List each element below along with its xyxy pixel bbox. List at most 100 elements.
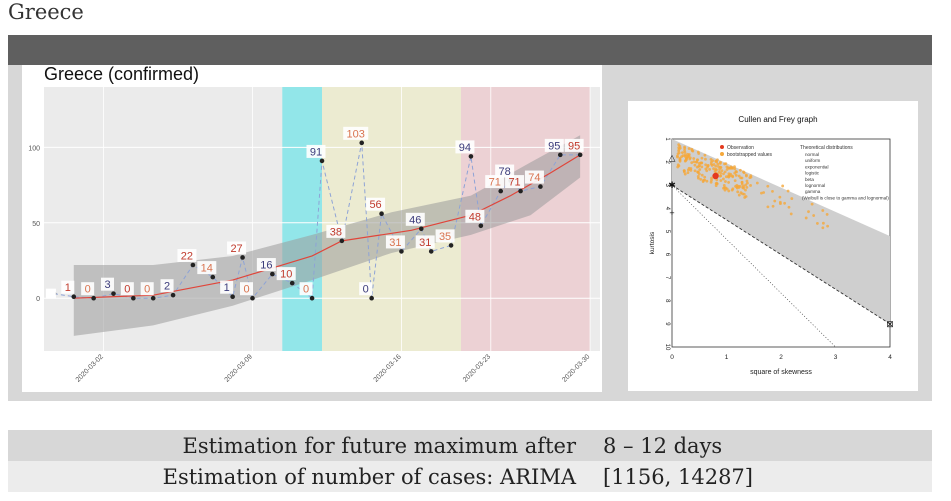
- cf-bootstrap-point: [695, 160, 699, 164]
- cf-bootstrap-point: [725, 165, 729, 169]
- cf-bootstrap-point: [716, 158, 719, 162]
- cf-bootstrap-point: [722, 186, 725, 190]
- cf-bootstrap-point: [790, 197, 794, 200]
- data-point: [498, 188, 504, 194]
- cf-x-axis-label: square of skewness: [750, 369, 812, 376]
- data-point: [538, 184, 543, 189]
- cf-legend-key: [720, 152, 724, 156]
- data-label-box: [564, 138, 584, 152]
- x-tick-label: 2020-03-23: [462, 353, 492, 383]
- cf-bootstrap-point: [717, 170, 721, 174]
- data-point: [369, 295, 374, 301]
- cf-bootstrap-point: [741, 192, 744, 196]
- summary-table: Estimation for future maximum after 8 – …: [8, 430, 932, 492]
- cf-y-tick-label: 1: [664, 137, 670, 141]
- x-tick-label: 2020-03-30: [561, 353, 591, 383]
- cf-x-tick-label: 0: [670, 354, 674, 361]
- data-label: 0: [144, 284, 150, 296]
- cf-bootstrap-point: [696, 158, 699, 162]
- cf-bootstrap-point: [745, 185, 749, 189]
- cf-bootstrap-point: [723, 170, 727, 174]
- cf-bootstrap-point: [703, 175, 707, 179]
- cf-bootstrap-point: [734, 173, 738, 177]
- cf-bootstrap-point: [807, 210, 810, 214]
- cf-y-tick-label: 8: [664, 299, 670, 303]
- data-point: [190, 262, 196, 268]
- data-label-box: [366, 197, 386, 211]
- cf-bootstrap-point: [737, 193, 741, 197]
- cf-bootstrap-point: [722, 172, 725, 176]
- data-label-box: [120, 282, 134, 296]
- cf-y-tick-label: 7: [664, 276, 670, 280]
- data-label-box: [343, 126, 369, 140]
- cf-bootstrap-point: [786, 189, 790, 193]
- cf-x-tick-label: 1: [725, 354, 729, 361]
- cf-legend-distribution: beta: [805, 177, 814, 182]
- data-label: 0: [243, 284, 249, 296]
- cullen-frey-chart: Cullen and Frey graph △ ✱ + ⊠ 0 1 2 3 4 1 2 3 4 5 6 7 8 9 1…: [649, 115, 894, 376]
- cf-bootstrap-point: [683, 148, 686, 152]
- data-point: [170, 292, 176, 298]
- cf-bootstrap-point: [773, 199, 777, 203]
- data-point: [577, 152, 583, 158]
- cf-bootstrap-point: [690, 161, 694, 165]
- cf-bootstrap-point: [700, 165, 704, 169]
- cf-bootstrap-point: [729, 166, 733, 170]
- data-point: [319, 158, 325, 164]
- cf-bootstrap-point: [821, 226, 825, 230]
- cf-bootstrap-point: [816, 222, 819, 225]
- data-label: 74: [528, 172, 540, 184]
- cf-bootstrap-point: [738, 168, 742, 172]
- cf-bootstrap-point: [692, 160, 696, 164]
- cf-bootstrap-point: [733, 179, 737, 182]
- data-label: 56: [369, 199, 381, 211]
- data-label: 0: [363, 284, 369, 296]
- data-label: 91: [310, 146, 322, 158]
- data-label-box: [160, 279, 174, 293]
- cf-legend-distribution: uniform: [805, 158, 820, 163]
- data-point: [91, 295, 96, 301]
- cf-bootstrap-point: [695, 165, 699, 169]
- cf-bootstrap-point: [749, 174, 753, 178]
- cf-bootstrap-point: [719, 179, 723, 182]
- data-label: 95: [568, 140, 580, 152]
- data-label-box: [495, 164, 515, 178]
- cf-bootstrap-point: [703, 178, 707, 182]
- data-label: 71: [489, 177, 501, 189]
- data-label: 1: [65, 282, 71, 294]
- cf-bootstrap-point: [706, 164, 710, 167]
- cf-bootstrap-point: [727, 189, 731, 193]
- cf-bootstrap-point: [821, 209, 825, 212]
- cf-bootstrap-point: [677, 164, 681, 168]
- cf-marker-uniform: △: [669, 152, 676, 162]
- cf-bootstrap-point: [686, 171, 690, 175]
- cf-bootstrap-point: [704, 157, 707, 161]
- data-label-box: [61, 280, 75, 294]
- cf-marker-logistic: +: [669, 208, 674, 218]
- cf-bootstrap-point: [719, 174, 723, 178]
- data-label-box: [359, 282, 373, 296]
- cf-bootstrap-point: [722, 177, 725, 181]
- summary-label: Estimation of number of cases: ARIMA: [162, 464, 576, 489]
- cf-bootstrap-point: [755, 181, 759, 185]
- x-tick-label: 2020-03-16: [373, 353, 403, 383]
- data-label: 0: [303, 284, 309, 296]
- cf-bootstrap-point: [715, 181, 719, 185]
- data-point: [339, 238, 345, 244]
- data-label-box: [227, 241, 247, 255]
- data-point: [418, 226, 424, 232]
- cf-bootstrap-point: [683, 155, 687, 158]
- cf-bootstrap-point: [715, 168, 718, 172]
- trend-line: [73, 154, 581, 299]
- cf-legend-distribution: (Weibull is close to gamma and lognormal…: [802, 195, 889, 200]
- cf-bootstrap-point: [723, 188, 727, 192]
- cf-bootstrap-point: [715, 178, 719, 182]
- data-label: 2: [164, 281, 170, 293]
- cf-bootstrap-point: [700, 156, 704, 160]
- cf-legend-distribution: exponential: [805, 164, 829, 169]
- cf-bootstrap-point: [722, 184, 726, 187]
- data-point: [71, 294, 77, 299]
- cf-bootstrap-point: [744, 183, 748, 187]
- cf-bootstrap-point: [677, 143, 681, 147]
- data-point: [478, 223, 484, 229]
